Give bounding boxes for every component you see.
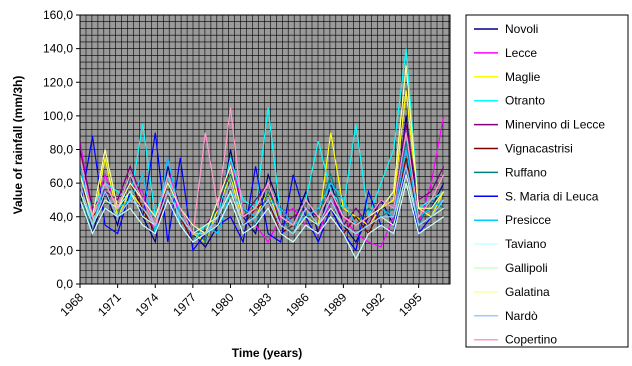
legend-label: Minervino di Lecce — [505, 118, 605, 132]
legend: Novoli Lecce Maglie Otranto Minervino di Lec… — [465, 14, 629, 348]
x-tick-label: 1968 — [57, 290, 86, 319]
legend-label: Gallipoli — [505, 261, 548, 275]
y-tick-label: 60,0 — [50, 176, 74, 190]
series-line-12 — [79, 166, 445, 235]
legend-label: Presicce — [505, 213, 551, 227]
x-tick-label: 1980 — [208, 290, 237, 319]
series-lines — [79, 48, 445, 261]
y-tick-label: 100,0 — [43, 109, 73, 123]
y-tick-label: 80,0 — [50, 143, 74, 157]
legend-label: S. Maria di Leuca — [505, 189, 599, 203]
x-axis-title: Time (years) — [232, 346, 302, 360]
y-tick-label: 140,0 — [43, 42, 73, 56]
x-tick-label: 1986 — [283, 290, 312, 319]
x-axis: 1968 1971 1974 1977 1980 1983 1986 1989 1992 1995 — [57, 284, 425, 319]
legend-label: Taviano — [505, 237, 547, 251]
x-tick-label: 1971 — [95, 290, 124, 319]
legend-label: Galatina — [505, 285, 550, 299]
series-line-3 — [79, 48, 445, 244]
legend-label: Nardò — [505, 309, 538, 323]
y-tick-label: 40,0 — [50, 210, 74, 224]
legend-label: Ruffano — [505, 165, 547, 179]
x-tick-label: 1995 — [396, 290, 425, 319]
plot-area — [79, 14, 451, 285]
legend-label: Lecce — [505, 46, 537, 60]
x-tick-label: 1977 — [170, 290, 199, 319]
legend-label: Copertino — [505, 333, 557, 347]
y-tick-label: 160,0 — [43, 8, 73, 22]
x-tick-label: 1974 — [133, 290, 162, 319]
x-tick-label: 1983 — [245, 290, 274, 319]
series-line-1 — [79, 115, 445, 248]
legend-label: Novoli — [505, 22, 538, 36]
series-line-13 — [79, 107, 445, 236]
y-tick-label: 20,0 — [50, 243, 74, 257]
y-tick-label: 120,0 — [43, 75, 73, 89]
y-axis-title: Value of rainfall (mm/3h) — [11, 76, 25, 215]
x-tick-label: 1989 — [321, 290, 350, 319]
x-tick-label: 1992 — [358, 290, 387, 319]
legend-label: Vignacastrisi — [505, 142, 573, 156]
y-axis: 0,0 20,0 40,0 60,0 80,0 100,0 120,0 140,0 160,0 — [43, 8, 81, 291]
series-line-9 — [79, 182, 445, 261]
legend-label: Maglie — [505, 70, 541, 84]
grid — [79, 14, 450, 285]
legend-label: Otranto — [505, 94, 545, 108]
y-tick-label: 0,0 — [56, 277, 73, 291]
